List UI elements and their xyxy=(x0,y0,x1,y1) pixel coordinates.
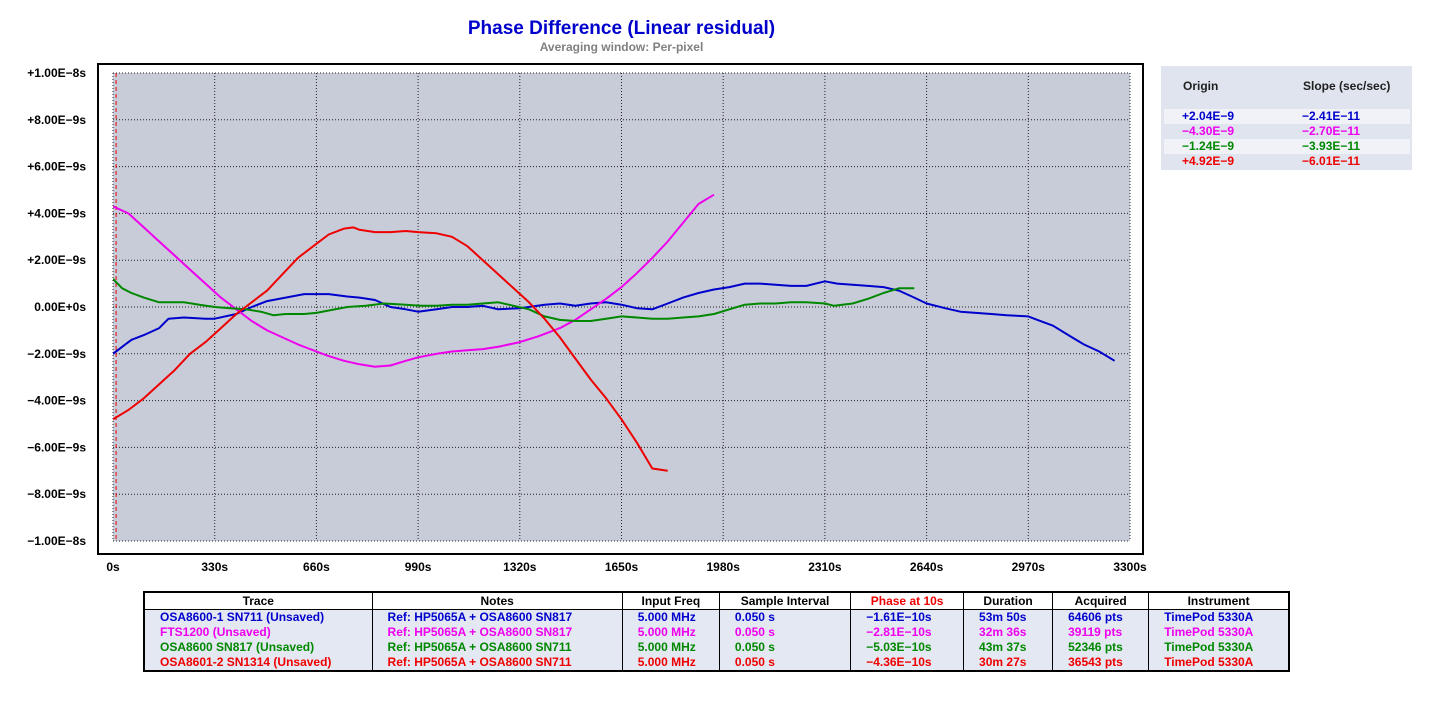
origin-slope-legend: Origin Slope (sec/sec) +2.04E−9 −2.41E−11… xyxy=(1161,66,1412,170)
table-cell: OSA8600-1 SN711 (Unsaved) xyxy=(143,609,373,625)
y-tick-label: −8.00E−9s xyxy=(27,487,86,501)
table-cell: 0.050 s xyxy=(718,640,852,655)
origin-header: Origin xyxy=(1183,79,1219,93)
table-cell: 0.050 s xyxy=(718,625,852,640)
table-cell: Ref: HP5065A + OSA8600 SN711 xyxy=(371,640,623,655)
slope-header: Slope (sec/sec) xyxy=(1303,79,1391,93)
trace-info-table: Trace Notes Input Freq Sample Interval Phase… xyxy=(143,591,1290,672)
origin-value: −1.24E−9 xyxy=(1182,139,1235,153)
series-line-4 xyxy=(113,226,668,472)
y-tick-label: +1.00E−8s xyxy=(27,66,86,80)
chart-title: Phase Difference (Linear residual) xyxy=(467,18,776,39)
table-cell: 5.000 MHz xyxy=(621,655,720,671)
series-line-2 xyxy=(113,193,715,368)
y-tick-label: −6.00E−9s xyxy=(27,440,86,454)
table-cell: 5.000 MHz xyxy=(621,625,720,640)
x-tick-label: 2310s xyxy=(808,560,842,574)
slope-value: −2.41E−11 xyxy=(1302,109,1361,123)
table-cell: Ref: HP5065A + OSA8600 SN711 xyxy=(371,655,623,671)
x-tick-label: 660s xyxy=(303,560,330,574)
origin-value: −4.30E−9 xyxy=(1182,124,1235,138)
table-cell: FTS1200 (Unsaved) xyxy=(143,625,373,640)
x-tick-label: 2640s xyxy=(910,560,944,574)
table-cell: 43m 37s xyxy=(963,640,1054,655)
column-header[interactable]: Instrument xyxy=(1148,591,1290,610)
x-tick-label: 990s xyxy=(405,560,432,574)
table-cell: −2.81E−10s xyxy=(850,625,965,640)
slope-value: −6.01E−11 xyxy=(1302,154,1361,168)
column-header[interactable]: Acquired xyxy=(1052,591,1150,610)
table-cell: Ref: HP5065A + OSA8600 SN817 xyxy=(371,609,623,625)
table-row[interactable]: OSA8601-2 SN1314 (Unsaved) Ref: HP5065A +… xyxy=(143,655,1290,671)
y-tick-label: +2.00E−9s xyxy=(27,253,86,267)
origin-value: +4.92E−9 xyxy=(1182,154,1235,168)
x-tick-label: 3300s xyxy=(1113,560,1147,574)
column-header[interactable]: Duration xyxy=(963,591,1054,610)
table-cell: 30m 27s xyxy=(963,655,1054,671)
table-cell: OSA8600 SN817 (Unsaved) xyxy=(143,640,373,655)
table-cell: 52346 pts xyxy=(1052,640,1150,655)
table-cell: 64606 pts xyxy=(1052,609,1150,625)
table-cell: OSA8601-2 SN1314 (Unsaved) xyxy=(143,655,373,671)
slope-value: −3.93E−11 xyxy=(1302,139,1361,153)
table-cell: −4.36E−10s xyxy=(850,655,965,671)
table-cell: Ref: HP5065A + OSA8600 SN817 xyxy=(371,625,623,640)
series-line-3 xyxy=(113,278,915,322)
table-cell: 32m 36s xyxy=(963,625,1054,640)
y-tick-label: −4.00E−9s xyxy=(27,394,86,408)
legend-row: −1.24E−9 −3.93E−11 xyxy=(1164,139,1410,154)
x-tick-label: 2970s xyxy=(1012,560,1046,574)
table-cell: 39119 pts xyxy=(1052,625,1150,640)
table-cell: −1.61E−10s xyxy=(850,609,965,625)
table-cell: 0.050 s xyxy=(718,655,852,671)
origin-value: +2.04E−9 xyxy=(1182,109,1235,123)
table-cell: TimePod 5330A xyxy=(1148,625,1290,640)
column-header[interactable]: Phase at 10s xyxy=(850,591,965,610)
table-cell: −5.03E−10s xyxy=(850,640,965,655)
column-header[interactable]: Trace xyxy=(143,591,373,610)
y-tick-label: +6.00E−9s xyxy=(27,160,86,174)
table-cell: TimePod 5330A xyxy=(1148,609,1290,625)
table-cell: 53m 50s xyxy=(963,609,1054,625)
table-cell: 5.000 MHz xyxy=(621,609,720,625)
legend-row: +4.92E−9 −6.01E−11 xyxy=(1164,154,1410,169)
x-tick-label: 0s xyxy=(106,560,120,574)
series-line-1 xyxy=(113,280,1116,362)
y-tick-label: 0.00E+0s xyxy=(34,300,86,314)
column-header[interactable]: Sample Interval xyxy=(718,591,852,610)
table-row[interactable]: OSA8600-1 SN711 (Unsaved) Ref: HP5065A + … xyxy=(143,609,1290,625)
column-header[interactable]: Notes xyxy=(371,591,623,610)
slope-value: −2.70E−11 xyxy=(1302,124,1361,138)
table-row[interactable]: FTS1200 (Unsaved) Ref: HP5065A + OSA8600 … xyxy=(143,625,1290,640)
legend-row: −4.30E−9 −2.70E−11 xyxy=(1164,124,1410,139)
x-tick-label: 1980s xyxy=(707,560,741,574)
x-tick-label: 1320s xyxy=(503,560,537,574)
table-cell: 36543 pts xyxy=(1052,655,1150,671)
legend-row: +2.04E−9 −2.41E−11 xyxy=(1164,109,1410,124)
column-header[interactable]: Input Freq xyxy=(621,591,720,610)
table-row[interactable]: OSA8600 SN817 (Unsaved) Ref: HP5065A + OS… xyxy=(143,640,1290,655)
table-cell: TimePod 5330A xyxy=(1148,640,1290,655)
y-tick-label: −2.00E−9s xyxy=(27,347,86,361)
table-cell: 5.000 MHz xyxy=(621,640,720,655)
table-cell: TimePod 5330A xyxy=(1148,655,1290,671)
x-tick-label: 1650s xyxy=(605,560,639,574)
y-tick-label: −1.00E−8s xyxy=(27,534,86,548)
plot-area[interactable]: 0s 330s 660s 990s 1320s 1650s 1980s 2310s 2640s 2… xyxy=(0,0,1160,585)
table-cell: 0.050 s xyxy=(718,609,852,625)
chart-subtitle: Averaging window: Per-pixel xyxy=(539,40,704,54)
y-tick-label: +8.00E−9s xyxy=(27,113,86,127)
x-tick-label: 330s xyxy=(201,560,228,574)
y-tick-label: +4.00E−9s xyxy=(27,206,86,220)
